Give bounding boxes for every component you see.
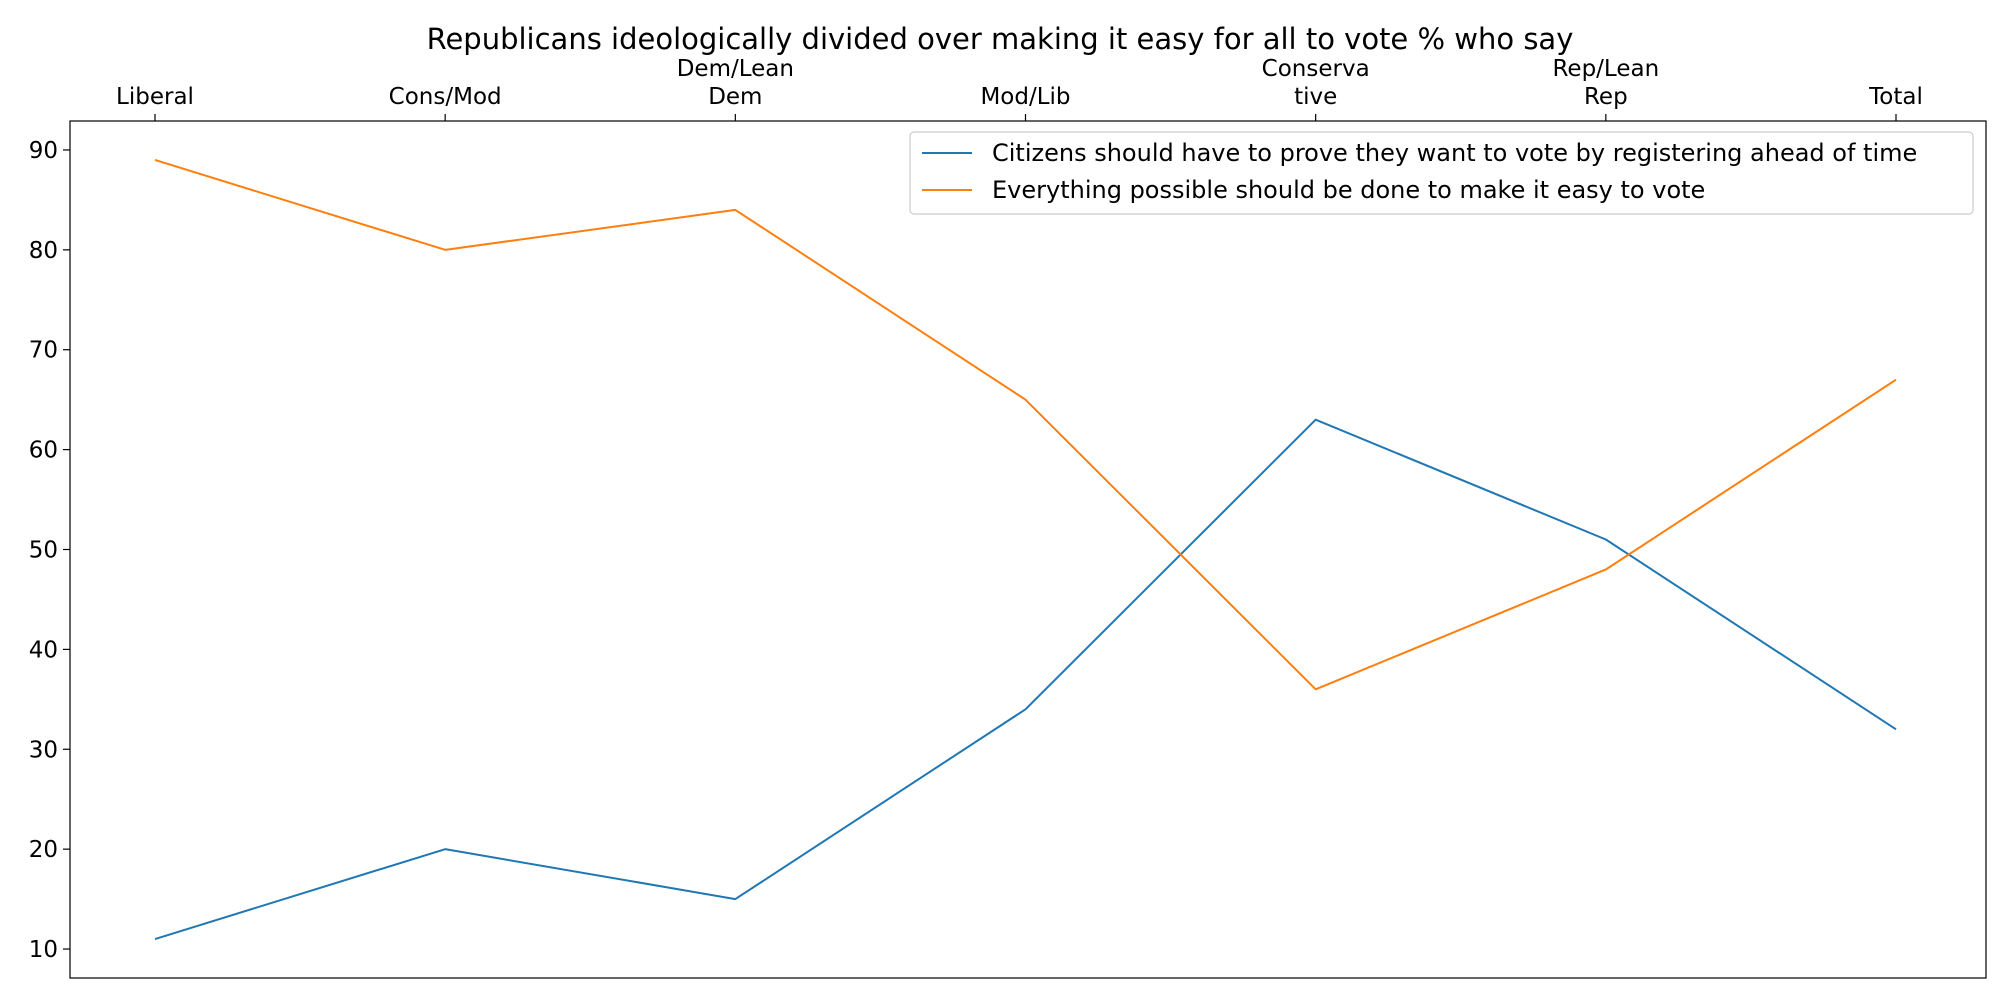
y-tick-label: 90 [29,138,58,164]
x-tick-label: Dem/Lean [677,56,794,82]
plot-area [70,121,1986,978]
y-tick-label: 10 [29,937,58,963]
legend-label-1: Citizens should have to prove they want … [992,139,1917,167]
legend-label-2: Everything possible should be done to ma… [992,176,1705,204]
y-tick-label: 40 [29,637,58,663]
y-tick-label: 70 [29,338,58,364]
legend: Citizens should have to prove they want … [910,132,1973,214]
x-tick-label: tive [1294,84,1337,110]
x-tick-label: Liberal [116,84,194,110]
y-tick-label: 30 [29,737,58,763]
x-tick-label: Rep [1584,84,1628,110]
y-axis: 10 20 30 40 50 60 70 80 90 [29,138,70,963]
x-tick-label: Total [1868,84,1923,110]
y-tick-label: 20 [29,837,58,863]
x-tick-label: Mod/Lib [980,84,1070,110]
y-tick-label: 60 [29,438,58,464]
x-tick-label: Rep/Lean [1552,56,1659,82]
y-tick-label: 80 [29,238,58,264]
plot-frame [70,121,1986,978]
x-tick-label: Conserva [1262,56,1370,82]
x-tick-label: Dem [708,84,762,110]
y-tick-label: 50 [29,538,58,564]
x-tick-label: Cons/Mod [389,84,502,110]
chart-title: Republicans ideologically divided over m… [427,22,1574,56]
